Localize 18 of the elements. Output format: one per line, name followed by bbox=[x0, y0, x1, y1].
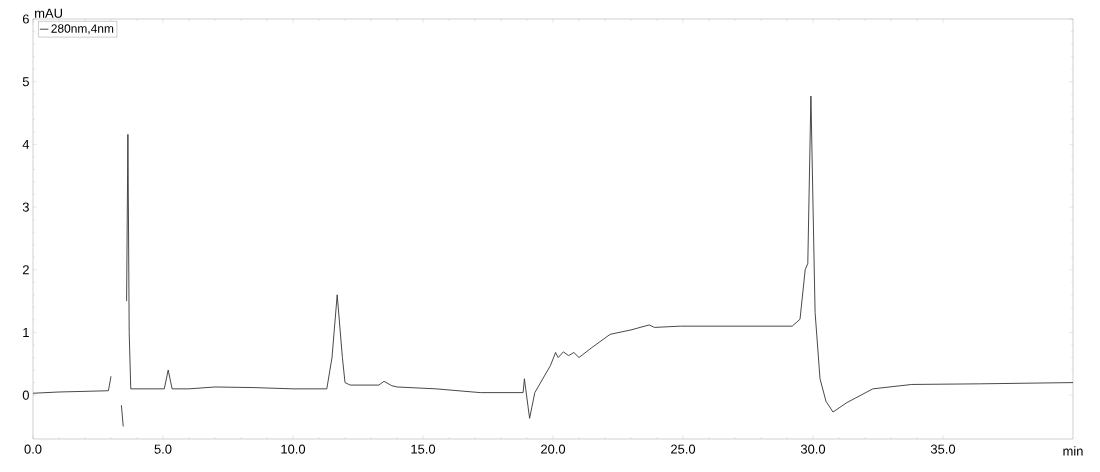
x-tick-label: 25.0 bbox=[671, 444, 696, 454]
legend-label: 280nm,4nm bbox=[51, 24, 114, 35]
y-tick-label: 5 bbox=[22, 77, 29, 87]
x-tick-label: 30.0 bbox=[800, 444, 826, 454]
x-tick-label: 20.0 bbox=[541, 444, 566, 454]
x-tick-label: 0.0 bbox=[24, 444, 42, 454]
y-axis-title: mAU bbox=[35, 8, 62, 18]
x-tick-label: 15.0 bbox=[411, 444, 436, 454]
x-tick-label: 10.0 bbox=[281, 444, 306, 454]
x-axis-title: min bbox=[1063, 446, 1083, 456]
y-tick-label: 0 bbox=[22, 390, 29, 400]
y-tick-label: 3 bbox=[22, 202, 29, 212]
y-tick-label: 4 bbox=[22, 139, 30, 149]
y-tick-label: 1 bbox=[23, 327, 29, 337]
x-tick-label: 5.0 bbox=[154, 444, 172, 454]
x-tick-label: 35.0 bbox=[930, 444, 956, 454]
y-tick-label: 2 bbox=[22, 265, 29, 275]
y-tick-label: 6 bbox=[22, 14, 29, 24]
